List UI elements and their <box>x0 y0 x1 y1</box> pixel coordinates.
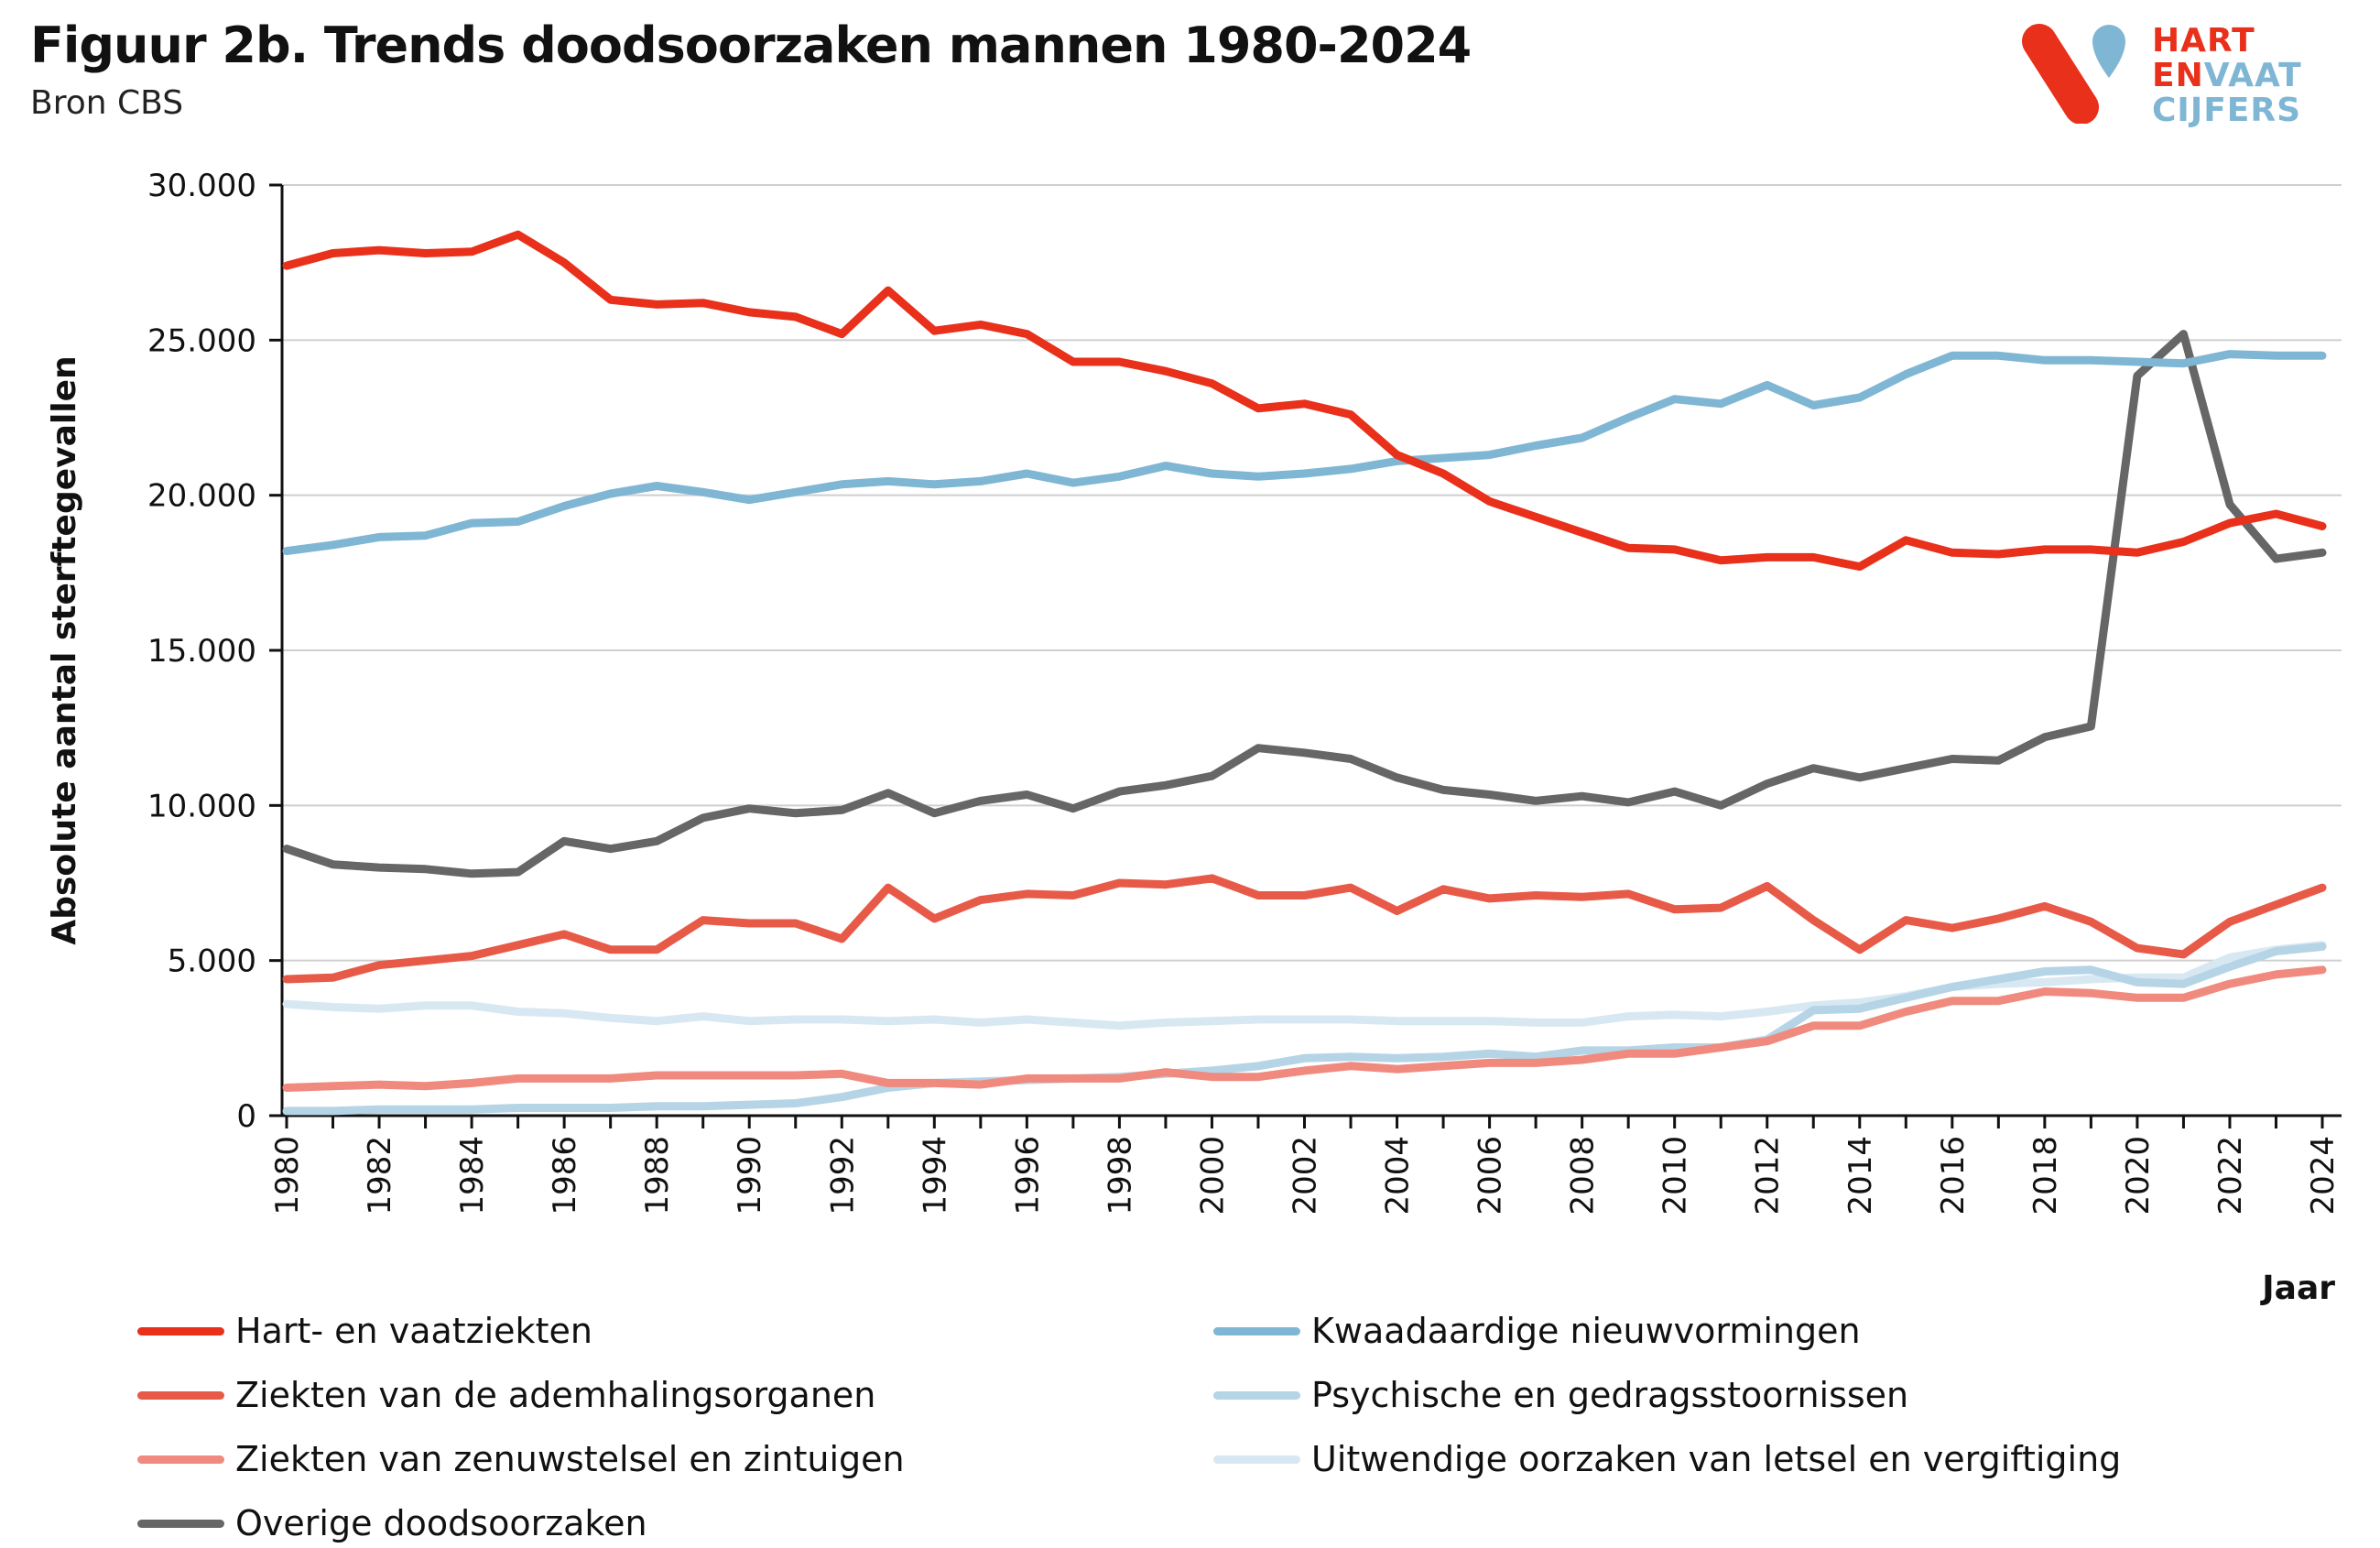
logo-text: HART ENVAAT CIJFERS <box>2152 24 2302 128</box>
series-line-7 <box>282 330 2327 878</box>
x-tick-label: 2008 <box>1565 1136 1602 1216</box>
x-tick-label: 2002 <box>1288 1136 1324 1216</box>
logo-icon <box>2022 24 2125 125</box>
x-tick-label: 1994 <box>917 1136 953 1216</box>
series-line-2 <box>282 350 2327 556</box>
x-tick-label: 2020 <box>2120 1136 2157 1216</box>
logo-line2a: EN <box>2152 57 2204 94</box>
x-tick-label: 1992 <box>824 1136 861 1216</box>
chart-title: Figuur 2b. Trends doodsoorzaken mannen 1… <box>30 16 1472 74</box>
y-tick-label: 30.000 <box>147 168 256 204</box>
x-tick-label: 2024 <box>2305 1136 2342 1216</box>
x-tick-label: 1996 <box>1009 1136 1046 1216</box>
series-lines <box>282 230 2327 1116</box>
x-tick-label: 2000 <box>1194 1136 1231 1216</box>
y-tick-label: 15.000 <box>147 633 256 670</box>
grid <box>282 184 2342 962</box>
x-tick-label: 1984 <box>454 1136 491 1216</box>
series-line-6 <box>282 941 2327 1030</box>
y-axis-label: Absolute aantal sterftegevallen <box>46 355 83 944</box>
x-tick-label: 1980 <box>269 1136 306 1216</box>
logo-line1: HART <box>2152 22 2255 60</box>
x-tick-label: 2012 <box>1750 1136 1787 1216</box>
x-tick-label: 1990 <box>732 1136 768 1216</box>
axes: 0 5.000 10.000 15.000 20.000 25.000 30.000 1980… <box>147 168 2342 1216</box>
y-tick-label: 10.000 <box>147 788 256 824</box>
x-tick-label: 2006 <box>1473 1136 1509 1216</box>
y-tick-label: 0 <box>236 1098 256 1135</box>
logo-line2b: VAAT <box>2203 57 2302 94</box>
series-line-1 <box>282 230 2327 572</box>
x-tick-label: 1982 <box>362 1136 398 1216</box>
x-tick-label: 1988 <box>639 1136 676 1216</box>
x-tick-label: 2004 <box>1380 1136 1417 1216</box>
series-line-4 <box>282 942 2327 1116</box>
y-tick-label: 5.000 <box>168 943 256 980</box>
series-line-5 <box>282 965 2327 1092</box>
x-tick-label: 1998 <box>1102 1136 1138 1216</box>
logo-line3: CIJFERS <box>2152 92 2302 129</box>
x-tick-label: 2022 <box>2212 1136 2249 1216</box>
hartenvaatcijfers-logo <box>2019 23 2147 127</box>
x-tick-label: 2016 <box>1935 1136 1972 1216</box>
x-tick-label: 2018 <box>2027 1136 2064 1216</box>
y-tick-label: 20.000 <box>147 478 256 515</box>
x-axis-label: Jaar <box>2259 1270 2335 1307</box>
x-tick-label: 1986 <box>547 1136 583 1216</box>
chart-subtitle: Bron CBS <box>30 84 184 122</box>
x-tick-label: 2014 <box>1842 1136 1879 1216</box>
series-line-3 <box>282 874 2327 984</box>
y-tick-label: 25.000 <box>147 322 256 359</box>
x-tick-label: 2010 <box>1657 1136 1694 1216</box>
